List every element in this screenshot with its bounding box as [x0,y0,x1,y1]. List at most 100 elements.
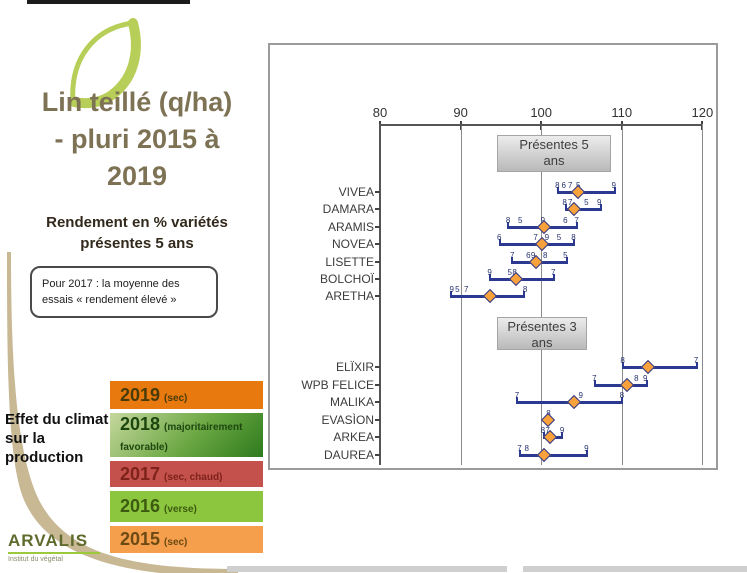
axis-row-tick [375,208,380,210]
legend-item-2016: 2016 (verse) [110,491,263,522]
axis-row-tick [375,436,380,438]
year-point-label: 6 [561,181,566,190]
legend-year: 2015 [120,529,161,549]
variety-label: DAMARA [322,202,374,216]
year-point-label: 5 [563,251,568,260]
year-point-label: 7 [533,233,538,242]
year-point-label: 5 [556,233,562,242]
slide-title: Lin teillé (q/ha) - pluri 2015 à 2019 [14,84,260,195]
year-point-label: 7 [567,181,573,190]
mean-diamond [537,447,552,463]
axis-tick-label: 80 [372,105,388,120]
axis-row-tick [375,226,380,228]
variety-label: VIVEA [338,185,374,199]
x-axis-line [380,124,703,126]
axis-row-tick [375,419,380,421]
year-point-label: 6 [563,216,568,225]
bottom-strip-right [523,566,747,572]
gridline-120 [702,124,704,465]
legend-note: (majoritairement favorable) [120,422,243,453]
year-point-label: 8 [542,251,548,260]
group-label-box: Présentes 5 ans [497,135,611,172]
year-point-label: 6 [497,233,502,242]
year-point-label: 9 [530,251,536,260]
climate-heading-line: Effet du climat [5,411,109,428]
legend-item-2018: 2018 (majoritairement favorable) [110,413,263,457]
year-point-label: 5 [518,216,523,225]
arvalis-logo: ARVALIS Institut du végétal [8,531,118,563]
axis-tick-label: 110 [611,105,633,120]
variety-label: ARETHA [325,289,374,303]
year-point-label: 8 [619,391,625,400]
year-point-label: 8 [555,181,560,190]
axis-row-tick [375,191,380,193]
title-line: 2019 [106,161,168,191]
legend-year: 2018 [120,414,161,434]
subtitle-line: présentes 5 ans [80,235,194,252]
year-point-label: 8 [522,285,528,294]
variety-label: WPB FELICE [301,378,374,392]
year-point-label: 8 [540,426,546,435]
axis-row-tick [375,366,380,368]
note-line: Pour 2017 : la moyenne des [42,278,180,290]
year-point-label: 9 [596,198,602,207]
legend-note: (sec) [164,537,188,548]
legend-item-2019: 2019 (sec) [110,381,263,409]
variety-label: DAUREA [323,448,374,462]
year-point-label: 6 [526,251,531,260]
year-point-label: 5 [455,285,460,294]
climate-heading-line: sur la [5,430,46,447]
range-bar [557,187,617,194]
group-label-line: Présentes 5 [519,137,589,152]
gridline-100 [541,124,543,465]
year-point-label: 8 [634,374,639,383]
legend-item-2015: 2015 (sec) [110,526,263,553]
axis-row-tick [375,384,380,386]
year-point-label: 8 [562,198,567,207]
title-line: - pluri 2015 à [54,124,220,154]
year-point-label: 7 [592,374,597,383]
year-point-label: 9 [449,285,454,294]
bottom-strip-left [227,566,507,572]
year-point-label: 5 [507,268,512,277]
axis-row-tick [375,243,380,245]
variety-label: ARKEA [333,430,374,444]
slide-subtitle: Rendement en % variétés présentes 5 ans [14,212,260,254]
axis-tick-label: 100 [530,105,553,120]
gridline-90 [460,124,462,465]
axis-tick-label: 90 [453,105,468,120]
variety-label: MALIKA [329,395,374,409]
variety-label: EVASÌON [321,413,374,427]
arvalis-logo-tagline: Institut du végétal [8,556,63,563]
year-point-label: 7 [693,356,699,365]
variety-label: ELÏXIR [335,360,374,374]
year-point-label: 8 [505,216,511,225]
range-bar [518,450,589,457]
mean-diamond [482,288,497,304]
variety-label: LISETTE [325,255,374,269]
year-point-label: 7 [567,198,573,207]
axis-tick-label: 120 [691,105,714,120]
year-point-label: 7 [509,251,515,260]
axis-row-tick [375,261,380,263]
year-point-label: 9 [578,391,583,400]
group-label-box: Présentes 3 ans [497,317,587,350]
year-point-label: 9 [544,233,550,242]
axis-row-tick [375,401,380,403]
legend-note: (sec) [164,393,188,404]
mean-diamond [640,359,655,375]
year-point-label: 7 [514,391,520,400]
subtitle-line: Rendement en % variétés [46,214,228,231]
note-2017-box: Pour 2017 : la moyenne des essais « rend… [30,266,218,318]
year-point-label: 8 [524,444,529,453]
axis-row-tick [375,278,380,280]
axis-row-tick [375,454,380,456]
legend-year: 2017 [120,464,161,484]
year-point-label: 7 [464,285,469,294]
year-point-label: 9 [487,268,492,277]
climate-heading: Effet du climat sur la production [5,410,113,467]
variety-label: ARAMIS [327,220,374,234]
